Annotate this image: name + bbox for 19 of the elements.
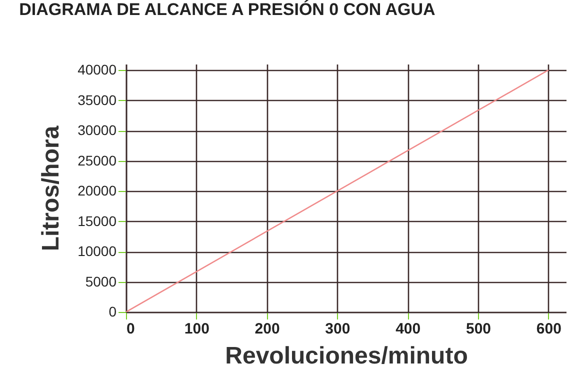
y-tick-label: 25000 [78,152,117,168]
x-tick-label: 400 [396,320,421,338]
y-tick-label: 15000 [78,212,117,229]
y-tick-label: 30000 [78,122,117,138]
x-axis-title: Revoluciones/minuto [225,342,468,370]
chart-title: DIAGRAMA DE ALCANCE A PRESIÓN 0 CON AGUA [19,0,436,20]
x-tick-label: 0 [126,320,135,338]
y-tick-label: 10000 [78,243,117,260]
x-tick-label: 300 [325,320,350,338]
x-tick-label: 100 [184,320,210,338]
y-tick-label: 20000 [78,182,117,199]
x-tick-label: 200 [254,320,280,338]
y-tick-label: 5000 [85,273,117,290]
x-tick-label: 500 [466,320,492,338]
y-tick-label: 35000 [78,92,117,108]
y-tick-label: 40000 [78,62,117,78]
y-tick-label: 0 [108,304,117,320]
x-tick-label: 600 [536,320,562,338]
y-axis-title: Litros/hora [38,125,65,252]
